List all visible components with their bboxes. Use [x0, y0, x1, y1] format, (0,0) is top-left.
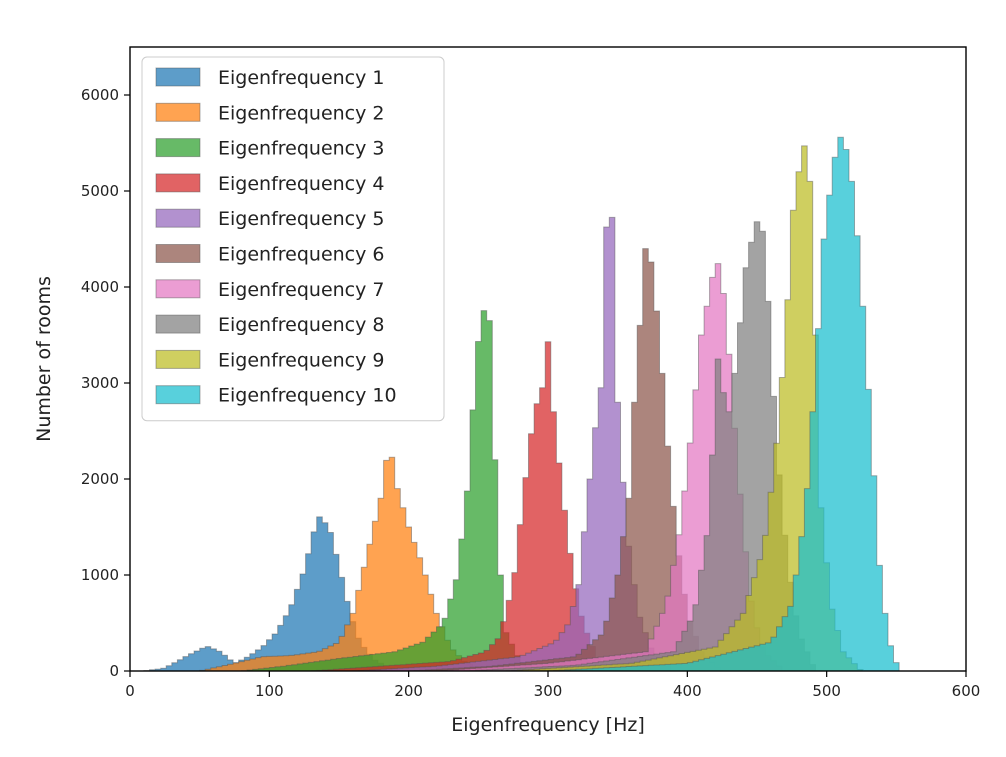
legend-label: Eigenfrequency 9 [218, 349, 385, 371]
y-tick-label: 6000 [81, 86, 119, 104]
x-tick-label: 600 [952, 682, 981, 700]
legend-label: Eigenfrequency 6 [218, 244, 385, 266]
y-axis-ticks: 0 1000 2000 3000 4000 5000 6000 [81, 86, 130, 680]
histogram-series-8 [463, 221, 816, 672]
x-tick-label: 500 [812, 682, 841, 700]
legend-swatch [155, 173, 201, 193]
histogram-bars [143, 136, 900, 672]
legend-label: Eigenfrequency 7 [218, 279, 385, 301]
legend-label: Eigenfrequency 10 [218, 385, 397, 407]
x-tick-label: 300 [534, 682, 563, 700]
x-tick-label: 400 [673, 682, 702, 700]
y-tick-label: 1000 [81, 566, 119, 584]
legend-label: Eigenfrequency 3 [218, 138, 385, 160]
y-axis-label: Number of rooms [33, 276, 55, 442]
legend-box [141, 56, 445, 422]
x-tick-label: 100 [255, 682, 284, 700]
legend-label: Eigenfrequency 5 [218, 208, 385, 230]
x-tick-label: 0 [125, 682, 135, 700]
legend-label: Eigenfrequency 8 [218, 314, 385, 336]
x-tick-label: 200 [394, 682, 423, 700]
legend-swatch [155, 102, 201, 122]
legend-swatch [155, 314, 201, 334]
y-tick-label: 2000 [81, 470, 119, 488]
legend-label: Eigenfrequency 4 [218, 173, 385, 195]
legend-swatch [155, 349, 201, 369]
x-axis-ticks: 0 100 200 300 400 500 600 [125, 671, 980, 700]
legend-swatch [155, 67, 201, 87]
histogram-series-10 [547, 136, 900, 672]
histogram-series-9 [505, 145, 865, 672]
legend-swatch [155, 385, 201, 405]
legend: Eigenfrequency 1 Eigenfrequency 2 Eigenfre… [141, 56, 445, 422]
y-tick-label: 5000 [81, 182, 119, 200]
legend-label: Eigenfrequency 1 [218, 67, 385, 89]
y-tick-label: 3000 [81, 374, 119, 392]
histogram-series-4 [310, 341, 619, 672]
legend-swatch [155, 244, 201, 263]
histogram-series-3 [241, 310, 543, 672]
legend-label: Eigenfrequency 2 [218, 102, 385, 124]
legend-swatch [155, 208, 201, 228]
x-axis-label: Eigenfrequency [Hz] [451, 714, 645, 736]
y-tick-label: 4000 [81, 278, 119, 296]
y-tick-label: 0 [109, 662, 119, 680]
legend-swatch [155, 279, 201, 299]
legend-swatch [155, 138, 201, 158]
